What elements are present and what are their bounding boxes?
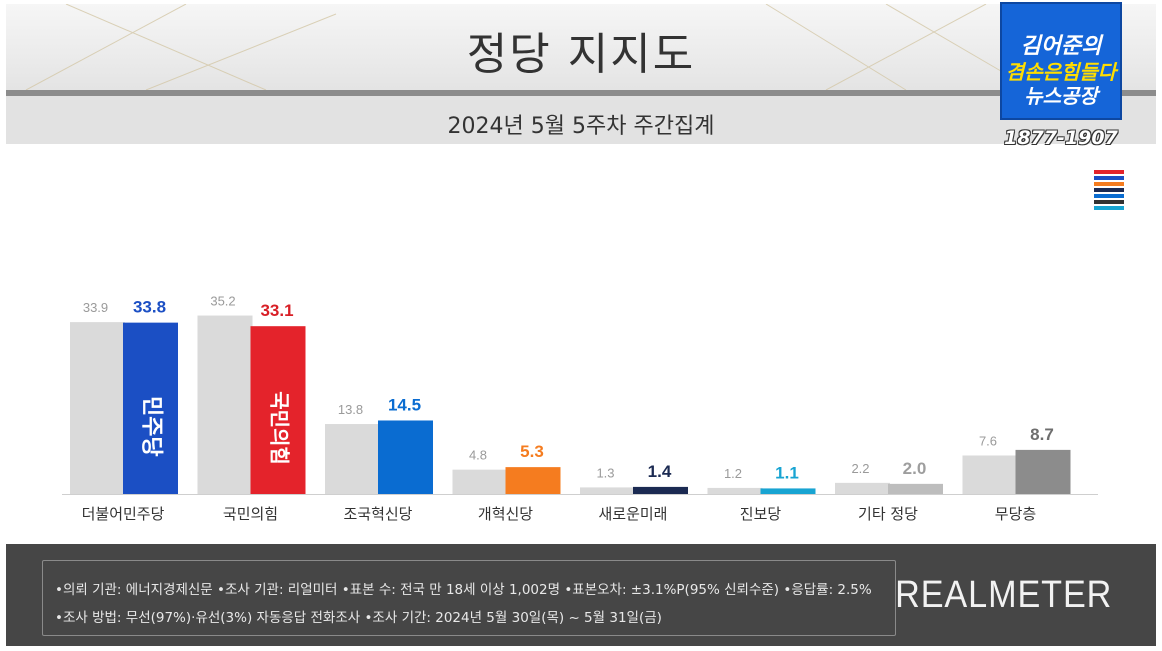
survey-note-2: •조사 방법: 무선(97%)·유선(3%) 자동응답 전화조사 •조사 기간:… xyxy=(55,610,662,626)
legend-swatch xyxy=(1094,200,1124,204)
bar-label-prev: 13.8 xyxy=(338,402,363,417)
bar-label-curr: 1.1 xyxy=(775,463,799,482)
category-label: 더불어민주당 xyxy=(82,505,165,523)
channel-phone: 1877-1907 xyxy=(1004,127,1118,149)
legend-swatch xyxy=(1094,170,1124,174)
party-logo-text: 국민의힘 xyxy=(268,391,292,465)
bar-prev xyxy=(962,455,1018,494)
bar-label-prev: 1.3 xyxy=(596,465,614,480)
legend-swatch xyxy=(1094,176,1124,180)
bar-curr xyxy=(633,486,688,494)
bar-prev xyxy=(197,315,253,494)
bar-curr xyxy=(760,488,816,494)
bar-curr xyxy=(505,467,561,494)
bar-prev xyxy=(325,424,380,494)
bar-label-curr: 8.7 xyxy=(1030,425,1054,444)
category-label: 조국혁신당 xyxy=(343,505,412,523)
category-label: 국민의힘 xyxy=(223,505,278,523)
title-band: 정당 지지도 xyxy=(6,4,1156,90)
survey-note-1: •의뢰 기관: 에너지경제신문 •조사 기관: 리얼미터 •표본 수: 전국 만… xyxy=(55,582,872,598)
bar-label-curr: 5.3 xyxy=(520,442,544,461)
decorative-lines xyxy=(25,4,1007,90)
category-label: 개혁신당 xyxy=(478,505,533,523)
side-color-legend xyxy=(1094,170,1124,214)
bar-prev xyxy=(707,487,763,494)
chart-title: 정당 지지도 xyxy=(466,29,696,80)
bar-label-prev: 7.6 xyxy=(979,433,997,448)
bar-label-prev: 33.9 xyxy=(83,300,108,315)
bar-label-curr: 14.5 xyxy=(388,395,421,414)
legend-swatch xyxy=(1094,194,1124,198)
category-label: 새로운미래 xyxy=(598,505,667,523)
channel-logo: 김어준의 겸손은힘들다 뉴스공장 xyxy=(1000,2,1122,120)
bar-label-curr: 1.4 xyxy=(648,462,672,481)
bar-prev xyxy=(580,487,635,494)
legend-swatch xyxy=(1094,188,1124,192)
chart-subtitle: 2024년 5월 5주차 주간집계 xyxy=(447,114,715,139)
bar-label-curr: 2.0 xyxy=(903,459,927,478)
legend-swatch xyxy=(1094,182,1124,186)
bar-curr xyxy=(123,322,178,494)
legend-swatch xyxy=(1094,206,1124,210)
bar-curr xyxy=(250,326,306,494)
logo-text-line2: 겸손은힘들다 xyxy=(1005,60,1117,84)
logo-text-line1: 김어준의 xyxy=(1020,34,1102,59)
subtitle-band: 2024년 5월 5주차 주간집계 xyxy=(6,96,1156,144)
bar-label-prev: 2.2 xyxy=(851,461,869,476)
realmeter-logo: REALMETER xyxy=(894,574,1112,616)
bar-label-curr: 33.1 xyxy=(260,301,293,320)
bar-prev xyxy=(70,322,125,494)
party-logo-text: 민주당 xyxy=(139,396,164,457)
logo-text-line3: 뉴스공장 xyxy=(1024,84,1098,108)
survey-notes-box: •의뢰 기관: 에너지경제신문 •조사 기관: 리얼미터 •표본 수: 전국 만… xyxy=(42,560,896,636)
bar-label-prev: 1.2 xyxy=(724,466,742,481)
bar-curr xyxy=(1015,449,1071,494)
survey-footer: •의뢰 기관: 에너지경제신문 •조사 기관: 리얼미터 •표본 수: 전국 만… xyxy=(6,544,1156,646)
bar-label-curr: 33.8 xyxy=(133,298,166,317)
bar-prev xyxy=(835,482,890,494)
bar-prev xyxy=(452,469,508,494)
bar-label-prev: 4.8 xyxy=(469,448,487,463)
category-label: 무당층 xyxy=(995,505,1036,523)
bar-label-prev: 35.2 xyxy=(210,294,235,309)
bar-curr xyxy=(888,483,943,494)
category-label: 기타 정당 xyxy=(858,505,918,523)
title-divider xyxy=(6,90,1156,96)
category-label: 진보당 xyxy=(740,505,782,523)
bar-curr xyxy=(378,420,433,494)
